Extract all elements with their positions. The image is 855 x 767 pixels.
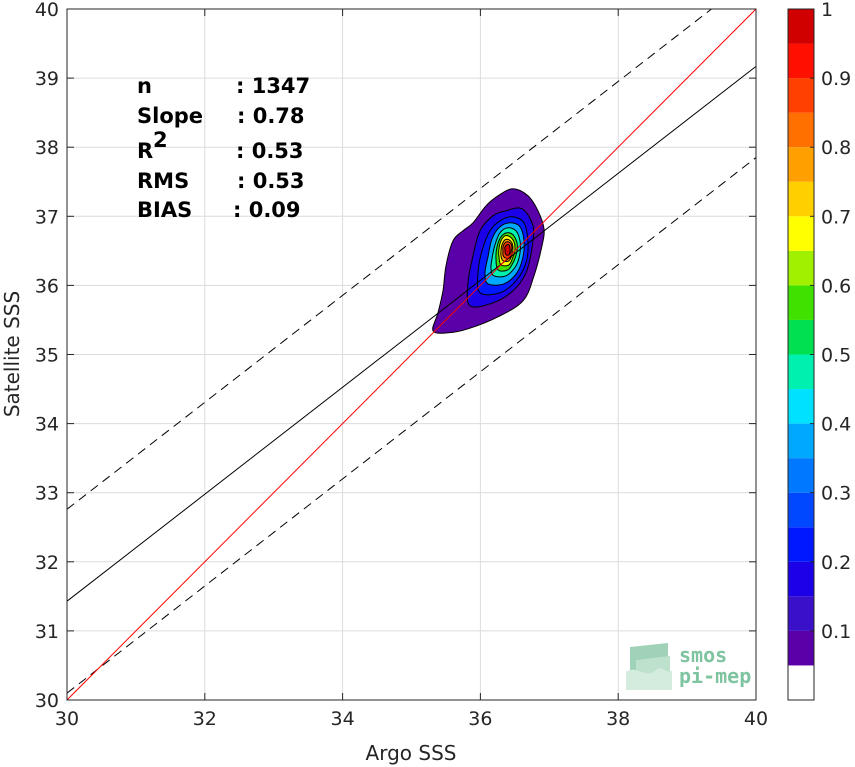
x-tick-label: 36 (468, 708, 492, 730)
colorbar-segment (788, 561, 814, 597)
logo-graphic-icon (626, 643, 672, 690)
colorbar-tick-label: 0.6 (821, 275, 851, 297)
x-tick-label: 38 (606, 708, 630, 730)
gridlines (67, 9, 756, 700)
colorbar-segment (788, 319, 814, 355)
stat-label: RMS (137, 169, 189, 193)
colorbar-segment (788, 492, 814, 528)
colorbar-tick-label: 0.2 (821, 552, 851, 574)
colorbar-segment (788, 458, 814, 493)
x-tick-label: 32 (193, 708, 217, 730)
stat-value: : 1347 (236, 74, 310, 98)
y-tick-label: 35 (35, 345, 59, 367)
colorbar-tick-label: 0.1 (821, 621, 851, 643)
y-tick-label: 33 (35, 483, 59, 505)
clipped-lines (67, 9, 756, 700)
colorbar: 0.1 0.2 0.3 0.4 0.5 0.6 0.7 0.8 0.9 1 (787, 0, 851, 701)
stat-label-superscript: 2 (153, 128, 168, 152)
colorbar-segment (788, 630, 814, 666)
stat-label: BIAS (137, 198, 192, 222)
regression-line (67, 65, 756, 602)
reference-lines (67, 9, 756, 700)
smos-pimep-logo: smos pi-mep (626, 643, 751, 690)
y-tick-label: 34 (35, 414, 59, 436)
colorbar-segment (788, 389, 814, 424)
y-axis-title: Satellite SSS (0, 291, 24, 417)
upper-bound-line (67, 9, 713, 510)
colorbar-tick-label: 0.7 (821, 206, 851, 228)
density-contour-level (504, 244, 511, 256)
colorbar-tick-label: 0.3 (821, 483, 851, 505)
x-tick-label: 34 (331, 708, 355, 730)
colorbar-segment (788, 112, 814, 148)
y-tick-label: 40 (35, 0, 59, 21)
y-tick-label: 36 (35, 275, 59, 297)
y-tick-label: 39 (35, 68, 59, 90)
colorbar-tick-label: 0.4 (821, 414, 851, 436)
stat-value: : 0.09 (233, 198, 301, 222)
stat-value: : 0.53 (236, 139, 304, 163)
colorbar-tick-label: 0.5 (821, 345, 851, 367)
y-tick-label: 31 (35, 621, 59, 643)
colorbar-segment (788, 423, 814, 459)
stat-label: n (137, 74, 152, 98)
colorbar-segment (788, 78, 814, 113)
colorbar-tick-label: 0.8 (821, 137, 851, 159)
colorbar-segment (788, 527, 814, 562)
colorbar-segment (788, 147, 814, 182)
stat-value: : 0.53 (237, 169, 305, 193)
axis-ticks: 30 32 34 36 38 40 30 31 32 33 34 35 36 37 38 39 40 (35, 0, 768, 730)
x-tick-label: 30 (55, 708, 79, 730)
density-contours (432, 188, 545, 334)
colorbar-segment (788, 9, 814, 44)
stat-value: : 0.78 (237, 104, 305, 128)
colorbar-segment (788, 181, 814, 217)
logo-text-pimep: pi-mep (679, 664, 751, 688)
y-tick-label: 37 (35, 206, 59, 228)
y-tick-label: 30 (35, 690, 59, 712)
colorbar-segment (788, 285, 814, 320)
colorbar-tick-label: 1 (821, 0, 833, 21)
y-tick-label: 38 (35, 137, 59, 159)
logo-text-smos: smos (679, 643, 727, 667)
stats-box: n : 1347 Slope : 0.78 R 2 : 0.53 RMS : 0.53 BIAS:… (137, 74, 310, 222)
colorbar-segment (788, 250, 814, 286)
colorbar-segment (788, 43, 814, 79)
colorbar-tick-label: 0.9 (821, 68, 851, 90)
stat-label: Slope (137, 104, 203, 128)
x-tick-label: 40 (744, 708, 768, 730)
colorbar-segment (788, 216, 814, 251)
stat-label: R (137, 139, 153, 163)
lower-bound-line (67, 157, 756, 694)
x-axis-title: Argo SSS (366, 741, 457, 765)
colorbar-segment (788, 665, 814, 700)
y-tick-label: 32 (35, 552, 59, 574)
colorbar-segment (788, 596, 814, 631)
identity-line (67, 9, 756, 700)
colorbar-segment (788, 354, 814, 390)
